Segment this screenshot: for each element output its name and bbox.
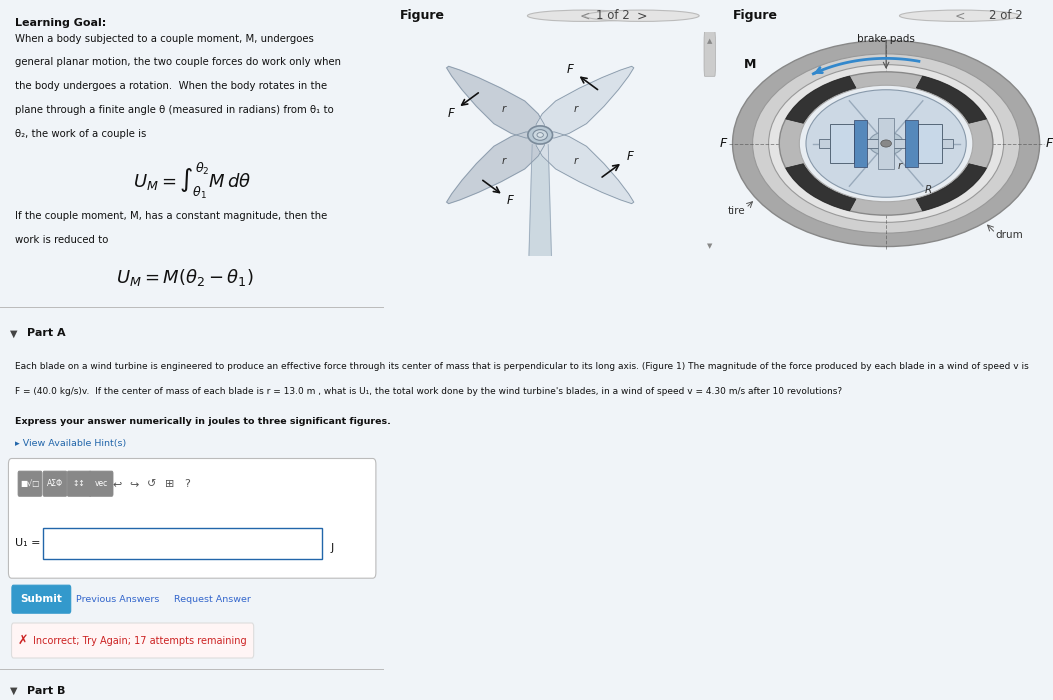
Text: r: r <box>574 156 578 167</box>
Text: 1 of 2: 1 of 2 <box>596 9 630 22</box>
FancyBboxPatch shape <box>12 623 254 658</box>
Circle shape <box>869 132 903 155</box>
Circle shape <box>528 10 642 22</box>
Polygon shape <box>446 132 544 204</box>
Text: Express your answer numerically in joules to three significant figures.: Express your answer numerically in joule… <box>16 416 392 426</box>
Circle shape <box>769 64 1004 223</box>
Text: ↩: ↩ <box>113 479 122 489</box>
Text: F: F <box>506 194 514 207</box>
FancyBboxPatch shape <box>43 528 322 559</box>
Text: ↺: ↺ <box>147 479 157 489</box>
Bar <box>854 120 868 167</box>
Text: F: F <box>567 63 574 76</box>
Text: F: F <box>627 150 633 163</box>
Bar <box>819 139 953 148</box>
Text: ▼: ▼ <box>707 243 713 248</box>
Circle shape <box>753 54 1019 233</box>
Text: ?: ? <box>184 479 191 489</box>
Text: If the couple moment, M, has a constant magnitude, then the: If the couple moment, M, has a constant … <box>16 211 327 221</box>
Text: r: r <box>574 104 578 113</box>
Circle shape <box>799 85 973 202</box>
Polygon shape <box>536 66 634 138</box>
Text: Figure: Figure <box>733 9 777 22</box>
Text: brake pads: brake pads <box>857 34 915 44</box>
Text: Each blade on a wind turbine is engineered to produce an effective force through: Each blade on a wind turbine is engineer… <box>16 362 1029 371</box>
Text: ■√□: ■√□ <box>20 480 40 488</box>
Circle shape <box>533 130 548 140</box>
Circle shape <box>779 72 993 215</box>
Polygon shape <box>446 66 544 138</box>
Text: ▼: ▼ <box>9 686 17 696</box>
Text: U₁ =: U₁ = <box>16 538 41 547</box>
Circle shape <box>733 41 1039 246</box>
Text: >: > <box>637 9 648 22</box>
Text: Incorrect; Try Again; 17 attempts remaining: Incorrect; Try Again; 17 attempts remain… <box>33 636 246 645</box>
FancyBboxPatch shape <box>67 471 92 496</box>
FancyBboxPatch shape <box>43 471 67 496</box>
Circle shape <box>528 126 553 144</box>
Text: ✗: ✗ <box>17 634 27 647</box>
Text: 2 of 2: 2 of 2 <box>990 9 1024 22</box>
Polygon shape <box>536 132 634 204</box>
Text: AΣΦ: AΣΦ <box>47 480 63 488</box>
Text: F = (40.0 kg/s)v.  If the center of mass of each blade is r = 13.0 m , what is U: F = (40.0 kg/s)v. If the center of mass … <box>16 387 842 396</box>
Text: ↕↕: ↕↕ <box>73 480 85 488</box>
Text: θ₂, the work of a couple is: θ₂, the work of a couple is <box>16 129 146 139</box>
Text: F: F <box>719 137 727 150</box>
Text: r: r <box>502 104 506 113</box>
Text: R: R <box>926 185 933 195</box>
Text: ▲: ▲ <box>707 38 713 44</box>
Text: r: r <box>897 161 901 171</box>
Wedge shape <box>916 164 987 211</box>
Circle shape <box>806 90 967 197</box>
Text: drum: drum <box>995 230 1024 240</box>
Text: ▸ View Available Hint(s): ▸ View Available Hint(s) <box>16 439 126 448</box>
Bar <box>918 124 942 163</box>
Text: M: M <box>743 58 756 71</box>
Text: plane through a finite angle θ (measured in radians) from θ₁ to: plane through a finite angle θ (measured… <box>16 105 334 115</box>
Text: Request Answer: Request Answer <box>174 595 251 603</box>
FancyBboxPatch shape <box>8 458 376 578</box>
Text: Figure: Figure <box>400 9 445 22</box>
Text: <: < <box>579 9 590 22</box>
Text: Part B: Part B <box>27 686 65 696</box>
Text: F: F <box>448 106 454 120</box>
Text: <: < <box>954 9 965 22</box>
Text: Previous Answers: Previous Answers <box>76 595 159 603</box>
Bar <box>878 118 894 169</box>
Text: ⊞: ⊞ <box>165 479 175 489</box>
Text: F: F <box>1046 137 1053 150</box>
Bar <box>830 124 854 163</box>
Text: r: r <box>502 156 506 167</box>
Circle shape <box>880 140 892 147</box>
Text: $U_M = M(\theta_2 - \theta_1)$: $U_M = M(\theta_2 - \theta_1)$ <box>116 267 254 288</box>
Text: ▼: ▼ <box>9 328 17 338</box>
Polygon shape <box>529 145 552 256</box>
Text: $U_M = \int_{\theta_1}^{\theta_2} M\,d\theta$: $U_M = \int_{\theta_1}^{\theta_2} M\,d\t… <box>133 161 252 202</box>
Circle shape <box>537 132 543 137</box>
Text: the body undergoes a rotation.  When the body rotates in the: the body undergoes a rotation. When the … <box>16 81 327 91</box>
Text: work is reduced to: work is reduced to <box>16 235 108 245</box>
Text: general planar motion, the two couple forces do work only when: general planar motion, the two couple fo… <box>16 57 341 67</box>
Wedge shape <box>916 76 987 123</box>
Text: tire: tire <box>728 206 746 216</box>
Circle shape <box>899 10 1019 22</box>
Text: Part A: Part A <box>27 328 65 338</box>
FancyBboxPatch shape <box>18 471 42 496</box>
Text: Learning Goal:: Learning Goal: <box>16 18 106 27</box>
FancyBboxPatch shape <box>704 32 715 76</box>
Circle shape <box>584 10 699 22</box>
Text: When a body subjected to a couple moment, M, undergoes: When a body subjected to a couple moment… <box>16 34 314 43</box>
Text: ↪: ↪ <box>130 479 139 489</box>
FancyBboxPatch shape <box>12 585 71 613</box>
Text: vec: vec <box>95 480 107 488</box>
FancyBboxPatch shape <box>90 471 113 496</box>
Text: J: J <box>331 543 334 553</box>
Wedge shape <box>786 164 856 211</box>
Text: Submit: Submit <box>21 594 62 604</box>
Wedge shape <box>786 76 856 123</box>
Bar <box>905 120 918 167</box>
